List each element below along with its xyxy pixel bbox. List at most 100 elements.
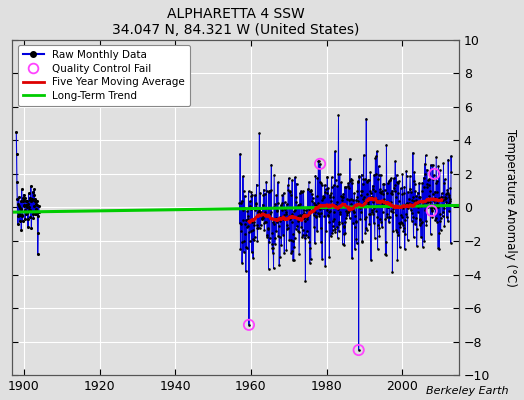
Point (401, 231, 410, 238)
Point (444, 194, 453, 200)
Point (274, 200, 282, 206)
Point (292, 180, 301, 187)
Point (424, 193, 433, 199)
Point (264, 204, 272, 211)
Point (244, 216, 252, 223)
Point (308, 198, 316, 204)
Point (424, 177, 432, 183)
Legend: Raw Monthly Data, Quality Control Fail, Five Year Moving Average, Long-Term Tren: Raw Monthly Data, Quality Control Fail, … (18, 45, 190, 106)
Point (257, 209, 266, 216)
Point (272, 228, 280, 234)
Point (20, 196, 28, 202)
Point (399, 222, 407, 228)
Point (381, 216, 389, 222)
Point (245, 322, 253, 328)
Point (410, 178, 418, 184)
Point (422, 222, 431, 229)
Point (282, 208, 290, 215)
Point (356, 192, 365, 198)
Point (269, 219, 277, 226)
Point (412, 242, 421, 249)
Point (238, 217, 247, 223)
Point (264, 226, 272, 232)
Point (20, 202, 29, 208)
Point (395, 178, 403, 184)
Point (337, 193, 346, 200)
Point (309, 194, 317, 201)
Point (428, 214, 436, 220)
Point (283, 225, 292, 231)
Point (390, 184, 398, 191)
Point (240, 238, 248, 244)
Point (433, 178, 441, 184)
Point (277, 241, 286, 248)
Point (414, 199, 423, 205)
Point (394, 232, 402, 238)
Point (312, 193, 321, 200)
Point (420, 237, 429, 244)
Point (405, 200, 413, 207)
Point (320, 212, 329, 219)
Point (345, 197, 353, 204)
Point (340, 224, 348, 230)
Point (263, 232, 271, 238)
Point (31, 210, 40, 216)
Point (26, 206, 35, 213)
Point (298, 189, 306, 195)
Point (249, 255, 257, 261)
Point (368, 199, 377, 205)
Point (12, 129, 20, 135)
Point (31, 206, 40, 212)
Point (14, 213, 23, 219)
Point (354, 198, 362, 204)
Point (371, 155, 379, 161)
Point (329, 227, 337, 234)
Point (297, 224, 305, 230)
Point (288, 248, 297, 254)
Point (416, 216, 424, 222)
Point (254, 205, 263, 211)
Point (416, 222, 424, 228)
Point (247, 228, 255, 234)
Point (278, 216, 287, 222)
Point (24, 216, 32, 222)
Point (307, 187, 315, 194)
Point (430, 171, 439, 177)
Point (257, 214, 266, 221)
Point (362, 213, 370, 220)
Point (305, 211, 313, 218)
Point (250, 234, 259, 240)
Point (373, 214, 381, 220)
Point (241, 193, 249, 199)
Point (316, 179, 324, 185)
Point (256, 210, 265, 217)
Point (255, 208, 263, 214)
Point (337, 202, 345, 208)
Point (267, 230, 276, 236)
Point (295, 229, 303, 235)
Point (327, 190, 335, 196)
Point (343, 196, 351, 202)
Point (282, 201, 291, 207)
Point (428, 207, 436, 214)
Point (431, 188, 439, 195)
Point (432, 180, 440, 186)
Point (398, 191, 407, 197)
Point (271, 215, 280, 222)
Point (285, 175, 293, 181)
Point (248, 218, 257, 225)
Point (307, 186, 315, 193)
Point (270, 172, 278, 178)
Point (435, 230, 443, 236)
Point (22, 198, 30, 204)
Point (331, 229, 340, 236)
Point (270, 204, 279, 210)
Point (347, 201, 355, 208)
Point (417, 220, 425, 226)
Point (15, 211, 24, 217)
Point (427, 231, 435, 237)
Point (350, 190, 358, 196)
Point (25, 204, 33, 210)
Point (20, 195, 29, 201)
Point (245, 238, 254, 244)
